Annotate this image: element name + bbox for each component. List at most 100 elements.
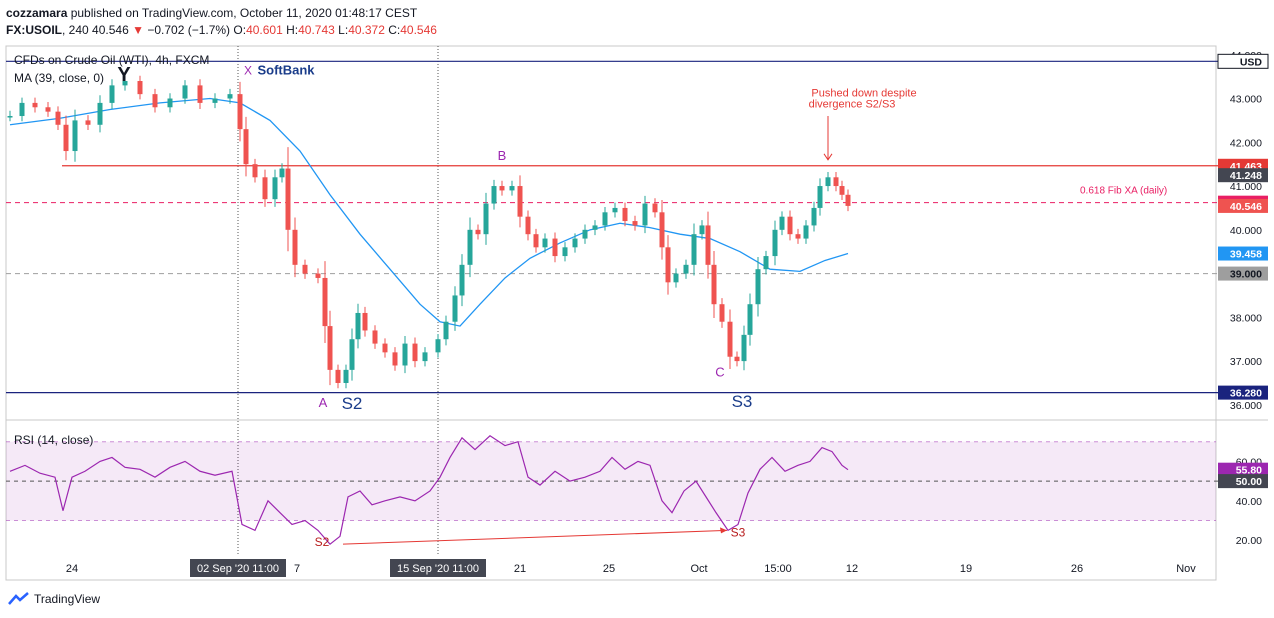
price-candle (811, 201, 817, 232)
price-candle (122, 75, 128, 91)
price-candle (755, 256, 761, 317)
ohlc-header: FX:USOIL, 240 40.546 ▼ −0.702 (−1.7%) O:… (6, 23, 437, 37)
low-label: L: (338, 23, 349, 37)
time-tick-label: 7 (294, 563, 300, 575)
legend-title: CFDs on Crude Oil (WTI), 4h, FXCM (14, 53, 209, 67)
price-candle (803, 220, 809, 244)
interval-label: 240 (68, 23, 89, 37)
last-price: 40.546 (92, 23, 129, 37)
chart-annotation: S2 (315, 535, 330, 549)
price-badge: 39.458 (1218, 246, 1268, 261)
legend-rsi: RSI (14, close) (14, 433, 93, 447)
time-tick-label: 24 (66, 563, 78, 575)
time-highlight-label: 15 Sep '20 11:00 (397, 563, 479, 575)
price-candle (711, 251, 717, 318)
tradingview-brand[interactable]: TradingView (8, 592, 100, 606)
price-candle (467, 217, 473, 278)
rsi-badge-label: 50.00 (1236, 476, 1262, 488)
rsi-tick-label: 40.00 (1236, 496, 1262, 508)
price-candle (7, 110, 13, 122)
price-candle (572, 233, 578, 253)
price-candle (533, 228, 539, 253)
price-candle (691, 223, 697, 276)
time-tick-label: 12 (846, 563, 858, 575)
price-candle (562, 242, 568, 262)
price-tick-label: 38.000 (1230, 312, 1262, 324)
fib-label: 0.618 Fib XA (daily) (1080, 186, 1167, 197)
time-highlight: 15 Sep '20 11:00 (390, 559, 486, 577)
price-candle (772, 220, 778, 266)
price-candle (19, 97, 25, 122)
close-value: 40.546 (400, 23, 437, 37)
price-candle (525, 210, 531, 241)
price-candle (499, 180, 505, 196)
price-candle (32, 97, 38, 113)
price-candle (582, 224, 588, 244)
price-badge-label: USD (1240, 56, 1263, 68)
price-candle (279, 163, 285, 183)
price-candle (227, 88, 233, 104)
chart-annotation: SoftBank (257, 62, 315, 77)
price-candle (845, 189, 851, 212)
price-candle (652, 198, 658, 218)
rsi-band (6, 441, 1216, 521)
price-candle (402, 335, 408, 374)
rsi-badge: 55.80 (1218, 462, 1268, 477)
price-candle (362, 306, 368, 337)
open-value: 40.601 (246, 23, 283, 37)
chart-annotation: B (498, 148, 507, 163)
price-candle (435, 333, 441, 358)
price-candle (632, 215, 638, 231)
price-candle (741, 325, 747, 371)
rsi-line (9, 435, 849, 546)
price-candle (302, 259, 308, 279)
price-candle (262, 169, 268, 207)
low-value: 40.372 (348, 23, 385, 37)
price-candle (699, 220, 705, 240)
price-candle (839, 180, 845, 201)
price-candle (459, 254, 465, 307)
price-candle (673, 268, 679, 288)
high-label: H: (286, 23, 299, 37)
price-candle (509, 180, 515, 196)
price-tick-label: 41.000 (1230, 181, 1262, 193)
price-candle (55, 106, 61, 131)
price-candle (491, 179, 497, 210)
symbol-label: FX:USOIL (6, 23, 62, 37)
price-candle (167, 93, 173, 113)
chart-annotation: S3 (731, 525, 746, 539)
price-badge: 36.280 (1218, 385, 1268, 400)
time-tick-label: 15:00 (764, 563, 792, 575)
legend-ma: MA (39, close, 0) (14, 71, 104, 85)
price-candle (109, 79, 115, 110)
price-candle (45, 102, 51, 117)
price-candle (483, 192, 489, 245)
open-label: O: (233, 23, 247, 37)
price-candle (382, 338, 388, 358)
pushed-down-arrowhead-icon (823, 153, 833, 161)
publish-header: cozzamara published on TradingView.com, … (6, 6, 417, 20)
price-badge-label: 40.546 (1230, 201, 1262, 213)
price-candle (197, 79, 203, 110)
price-badge: 40.546 (1218, 198, 1268, 213)
price-candle (85, 115, 91, 131)
price-tick-label: 36.000 (1230, 400, 1262, 412)
price-candle (412, 337, 418, 368)
price-tick-label: 40.000 (1230, 225, 1262, 237)
price-badge-label: 41.248 (1230, 170, 1262, 182)
price-candle (292, 217, 298, 278)
price-badge-label: 39.458 (1230, 249, 1262, 261)
price-candle (422, 347, 428, 367)
price-candle (734, 351, 740, 367)
time-tick-label: Oct (690, 563, 707, 575)
rsi-badge-label: 55.80 (1236, 465, 1262, 477)
price-candle (212, 93, 218, 109)
chart-annotation: Pushed down despite (811, 87, 916, 99)
change-arrow-icon: ▼ (132, 23, 144, 37)
chart-annotation: A (319, 395, 328, 410)
price-candle (517, 175, 523, 228)
price-candle (542, 233, 548, 253)
chart-annotation: divergence S2/S3 (809, 98, 896, 110)
price-candle (779, 211, 785, 236)
